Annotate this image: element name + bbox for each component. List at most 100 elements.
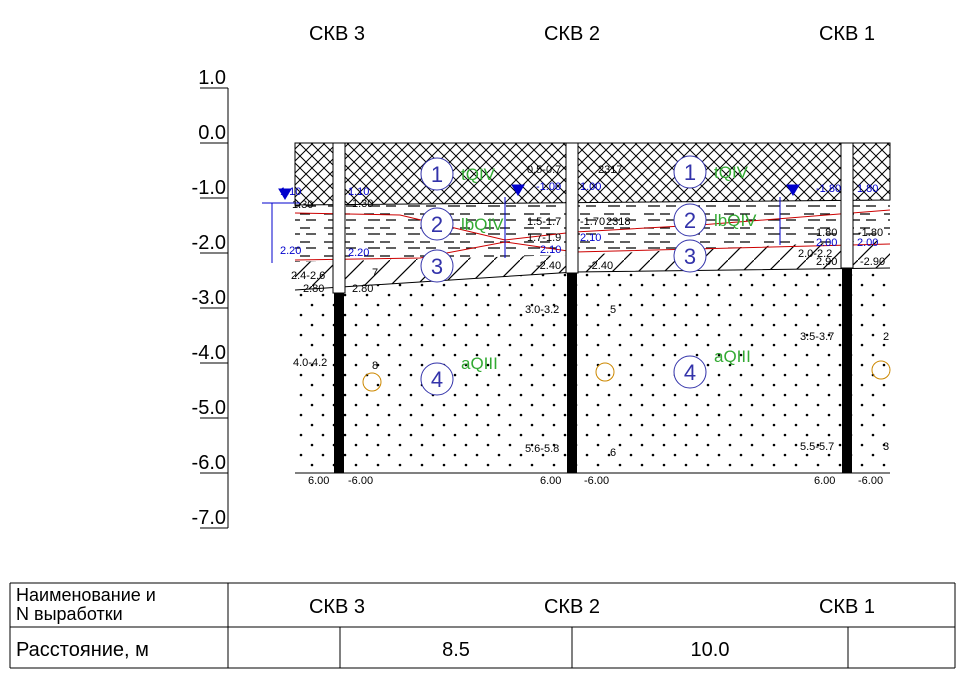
annotation: 1.80: [816, 227, 837, 239]
annotation: 1.00: [580, 181, 601, 193]
layer-number: 4: [431, 367, 443, 392]
elevation-label: 1.0: [198, 67, 226, 89]
annotation: 3.5-3.7: [800, 331, 834, 343]
elevation-label: -1.0: [192, 177, 226, 199]
annotation: 1.10: [280, 186, 301, 198]
borehole: [565, 142, 579, 274]
elevation-label: -6.0: [192, 452, 226, 474]
annotation: 3: [883, 441, 889, 453]
annotation: 2.20: [280, 245, 301, 257]
layer-index: lbQIV: [461, 215, 504, 234]
layer-number: 3: [431, 254, 443, 279]
layer-circle: [673, 203, 707, 237]
elevation-label: -4.0: [192, 342, 226, 364]
table-distance: 10.0: [691, 639, 730, 661]
layer-circle: [673, 155, 707, 189]
layer-4: [295, 268, 890, 473]
annotation: -1.70: [580, 216, 605, 228]
layer-circle: [673, 355, 707, 389]
annotation: 6.00: [814, 475, 835, 487]
elevation-label: -7.0: [192, 507, 226, 529]
well-label: СКВ 3: [309, 23, 365, 45]
layer-index: tQIV: [461, 165, 496, 184]
layer-circle: [420, 249, 454, 283]
annotation: -1.00: [536, 181, 561, 193]
annotation: 8: [372, 360, 378, 372]
annotation: -2.40: [536, 260, 561, 272]
borehole: [332, 142, 346, 294]
well-label: СКВ 1: [819, 23, 875, 45]
boreholes: [332, 142, 854, 473]
annotation: 1.30: [352, 198, 373, 210]
annotation: 2317: [598, 164, 622, 176]
layer-number: 3: [684, 244, 696, 269]
layer-number: 1: [684, 160, 696, 185]
layer-circle: [420, 207, 454, 241]
water-triangle: [511, 184, 525, 196]
annotation: 2.00: [816, 237, 837, 249]
annotation: -1.80: [858, 227, 883, 239]
red-line: [294, 209, 891, 241]
annotation: 5: [610, 304, 616, 316]
layer-circle: [673, 239, 707, 273]
layer-number: 2: [684, 208, 696, 233]
borehole: [840, 142, 854, 269]
water-triangle: [786, 184, 800, 196]
layer-index: lbQIV: [714, 211, 757, 230]
water-levels: [262, 184, 800, 263]
annotation: 2.10: [580, 232, 601, 244]
sample-icon: [871, 360, 891, 380]
annotation: -6.00: [858, 475, 883, 487]
layer-index: aQIII: [714, 347, 751, 366]
layer-number: 2: [431, 212, 443, 237]
well-label: СКВ 2: [544, 23, 600, 45]
layer-index: tQIV: [714, 163, 749, 182]
layer-index: aQIII: [461, 354, 498, 373]
annotation: -2.90: [860, 256, 885, 268]
elevation-label: 0.0: [198, 122, 226, 144]
annotation: 2.90: [816, 256, 837, 268]
borehole: [334, 293, 344, 473]
annotation: 1.30: [292, 199, 313, 211]
borehole: [842, 268, 852, 473]
sample-icon: [362, 372, 382, 392]
annotation: -1.80: [816, 183, 841, 195]
borehole: [567, 273, 577, 473]
sample-icon: [595, 362, 615, 382]
annotation: 3.0-3.2: [525, 304, 559, 316]
annotation: 2.80: [303, 283, 324, 295]
annotation: 4.0-4.2: [293, 357, 327, 369]
annotation: 2.80: [352, 283, 373, 295]
annotation: 1.5-1.7: [527, 216, 561, 228]
layer-circle: [420, 157, 454, 191]
annotation: 7: [372, 267, 378, 279]
elevation-label: -5.0: [192, 397, 226, 419]
annotation: 1.7-1.9: [527, 232, 561, 244]
table-well: СКВ 2: [544, 596, 600, 618]
water-triangle: [278, 188, 292, 200]
annotation: -2.40: [588, 260, 613, 272]
elevation-label: -3.0: [192, 287, 226, 309]
annotation: 0.5-0.7: [527, 164, 561, 176]
annotation: -6.00: [584, 475, 609, 487]
annotation: 1.80: [857, 183, 878, 195]
annotation: 2.00: [857, 237, 878, 249]
annotation: 6: [610, 447, 616, 459]
table-distance: 8.5: [442, 639, 470, 661]
annotation: 2.10: [540, 244, 561, 256]
table-header: N выработки: [16, 604, 123, 624]
table-header: Наименование и: [16, 585, 156, 605]
annotation: 2.0-2.2: [798, 248, 832, 260]
table-well: СКВ 1: [819, 596, 875, 618]
annotation: 5.5-5.7: [800, 441, 834, 453]
table-label: Расстояние, м: [16, 639, 149, 661]
annotation: 1.10: [348, 186, 369, 198]
elevation-label: -2.0: [192, 232, 226, 254]
table-well: СКВ 3: [309, 596, 365, 618]
annotation: 5.6-5.8: [525, 443, 559, 455]
layer-number: 4: [684, 360, 696, 385]
symbols: [362, 360, 891, 392]
layer-number: 1: [431, 162, 443, 187]
annotation: 6.00: [540, 475, 561, 487]
